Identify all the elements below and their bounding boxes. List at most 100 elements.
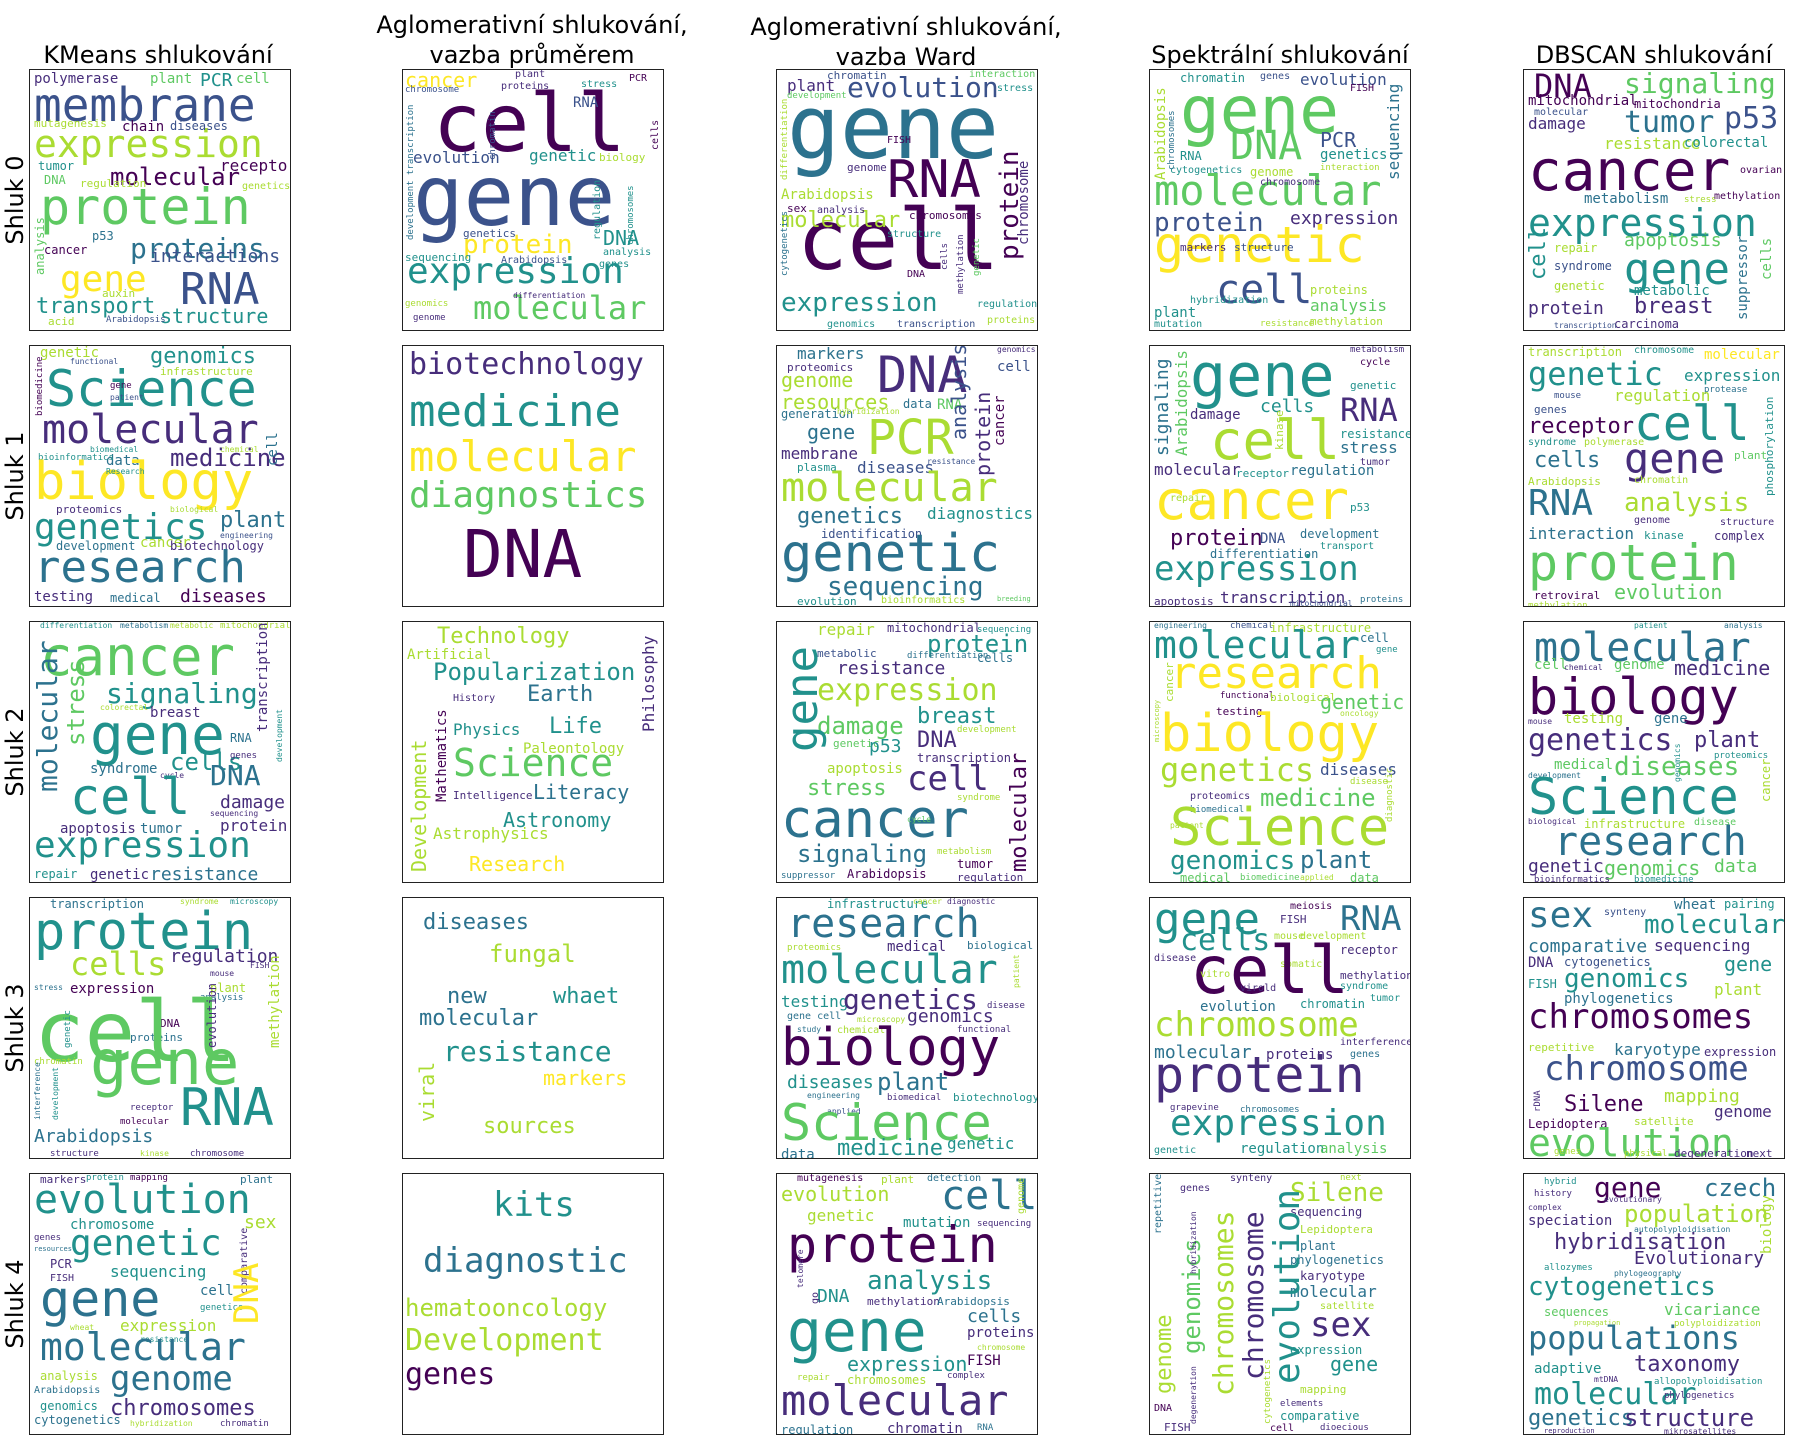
word: chromosomes bbox=[110, 1396, 256, 1421]
word: proteomics bbox=[787, 361, 854, 374]
word: Popularization bbox=[433, 658, 636, 686]
word: medicine bbox=[837, 1136, 943, 1159]
word: data bbox=[1714, 856, 1758, 877]
word: molecular bbox=[40, 1325, 246, 1369]
word: testing bbox=[1216, 705, 1263, 718]
word: tumor bbox=[38, 159, 75, 173]
word: chromosome bbox=[190, 1149, 245, 1159]
word: tumor bbox=[1624, 105, 1715, 140]
word: repair bbox=[1170, 493, 1207, 504]
word: Arabidopsis bbox=[34, 1126, 154, 1147]
word: somatic bbox=[1280, 959, 1323, 970]
word: gene bbox=[1330, 1352, 1379, 1376]
word: next bbox=[1340, 1173, 1362, 1183]
word: stress bbox=[1684, 195, 1717, 205]
word: biological bbox=[967, 939, 1034, 952]
word: transcription bbox=[255, 622, 271, 732]
word: genetic bbox=[972, 238, 982, 276]
word: patient bbox=[1012, 954, 1021, 988]
word: interaction bbox=[1320, 163, 1380, 173]
word: proteins bbox=[1266, 1047, 1334, 1063]
word: plant bbox=[1154, 305, 1197, 321]
word: analysis bbox=[947, 345, 971, 440]
word: molecular bbox=[1154, 166, 1382, 215]
word: Arabidopsis bbox=[501, 255, 568, 266]
word: cancer bbox=[1528, 139, 1731, 204]
word: PCR bbox=[200, 70, 233, 91]
word: expression bbox=[407, 251, 624, 292]
word: FISH bbox=[1528, 977, 1557, 991]
word: biology bbox=[34, 452, 254, 512]
word: comparative bbox=[1280, 1409, 1360, 1423]
word: structure bbox=[1234, 241, 1294, 254]
word: cell bbox=[1360, 631, 1389, 645]
word: expression bbox=[847, 1352, 968, 1376]
word: cytogenetics bbox=[1170, 165, 1243, 176]
word: reproduction bbox=[1544, 1427, 1595, 1435]
word: functional bbox=[1220, 691, 1275, 701]
word: metabolism bbox=[1584, 191, 1669, 207]
word: stress bbox=[807, 776, 887, 801]
word: molecular bbox=[781, 947, 998, 993]
word: regulation bbox=[80, 177, 147, 190]
word: genomics bbox=[827, 319, 876, 330]
word: molecular bbox=[419, 1006, 539, 1031]
word: biomedicine bbox=[1240, 873, 1300, 883]
word: mitochondrial bbox=[887, 621, 981, 635]
row-title: Shluk 1 bbox=[1, 431, 29, 521]
word: DNA bbox=[907, 269, 926, 280]
word: protein bbox=[1170, 526, 1263, 551]
word: history bbox=[1534, 1189, 1572, 1199]
word: FISH bbox=[1280, 913, 1307, 926]
word: polymerase bbox=[34, 71, 119, 87]
word: cells bbox=[967, 1306, 1022, 1327]
word: receptor bbox=[1236, 467, 1289, 480]
word: tumor bbox=[1360, 457, 1391, 468]
word: Arabidopsis bbox=[847, 867, 927, 881]
wordcloud-panel: wheat pairing sex synteny molecular comparati… bbox=[1523, 897, 1785, 1159]
word: cytogenetics bbox=[1528, 1272, 1716, 1302]
word: genomics bbox=[1604, 856, 1701, 880]
word: medicine bbox=[1674, 656, 1771, 680]
row-title: Shluk 3 bbox=[1, 983, 29, 1073]
word: plant bbox=[1734, 449, 1768, 462]
word: cells bbox=[1260, 396, 1315, 417]
word: mtDNA bbox=[1594, 1375, 1619, 1384]
word: syndrome bbox=[180, 897, 219, 906]
word: chromosomes bbox=[1528, 997, 1754, 1037]
word: patient bbox=[1634, 621, 1668, 630]
word: functional bbox=[957, 1025, 1012, 1035]
word: cell bbox=[1216, 267, 1313, 313]
word: genomics bbox=[1170, 846, 1296, 876]
word: proteins bbox=[967, 1325, 1035, 1341]
word: damage bbox=[817, 712, 904, 740]
word: mapping bbox=[1664, 1086, 1740, 1107]
word: Intelligence bbox=[453, 789, 533, 802]
word: biomedicine bbox=[35, 356, 45, 416]
word: gene bbox=[787, 1297, 927, 1365]
word: plant bbox=[1694, 728, 1761, 753]
word: resources bbox=[781, 390, 890, 414]
word: data bbox=[781, 1147, 815, 1159]
word: suppressor bbox=[1735, 235, 1751, 320]
word: syndrome bbox=[1554, 259, 1612, 273]
word: hybrid bbox=[1544, 1177, 1577, 1187]
word: genes bbox=[1180, 1183, 1211, 1194]
word: markers bbox=[40, 1173, 87, 1186]
word: population bbox=[1624, 1200, 1769, 1228]
word: karyotype bbox=[1300, 1269, 1366, 1283]
word: chromatin bbox=[34, 1057, 83, 1067]
word: sex bbox=[244, 1212, 277, 1233]
word: evolution bbox=[1528, 1121, 1734, 1159]
word: Arabidopsis bbox=[781, 187, 874, 203]
word: grapevine bbox=[1170, 1103, 1219, 1113]
word: Science bbox=[781, 1094, 992, 1152]
word: sex bbox=[787, 202, 807, 215]
word: diagnostics bbox=[927, 504, 1033, 523]
word: gene bbox=[1154, 897, 1260, 945]
word: methylation bbox=[267, 955, 283, 1048]
word: breast bbox=[150, 705, 201, 721]
word: DNA bbox=[227, 1262, 267, 1324]
word: plant bbox=[150, 71, 193, 87]
word: chromosome bbox=[70, 1217, 155, 1233]
